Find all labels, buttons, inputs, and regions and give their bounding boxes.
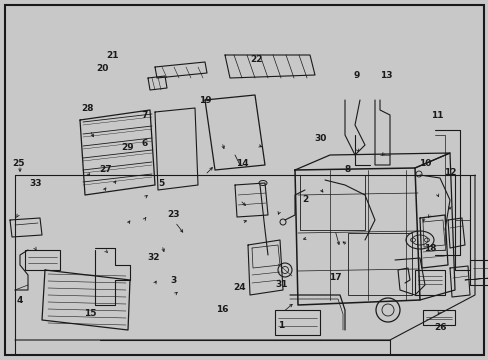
Text: 11: 11 [430, 111, 443, 120]
Bar [414, 270, 444, 295]
Text: 28: 28 [81, 104, 93, 112]
Bar [274, 310, 319, 335]
Text: 3: 3 [170, 276, 176, 285]
Text: 23: 23 [167, 210, 180, 219]
Text: 18: 18 [423, 244, 436, 253]
Text: 8: 8 [344, 165, 349, 174]
Text: 32: 32 [147, 253, 160, 262]
Text: 4: 4 [16, 296, 23, 305]
Text: 2: 2 [302, 195, 308, 204]
Text: 5: 5 [158, 179, 164, 188]
Text: 21: 21 [106, 51, 119, 60]
Text: 13: 13 [379, 71, 392, 80]
Text: 16: 16 [216, 305, 228, 314]
Text: 1: 1 [278, 321, 284, 330]
Text: 24: 24 [233, 284, 245, 292]
Text: 20: 20 [96, 64, 109, 73]
Bar [25, 250, 60, 270]
Text: 7: 7 [141, 111, 147, 120]
Bar [422, 310, 454, 325]
Bar [347, 233, 411, 295]
Text: 25: 25 [12, 159, 25, 168]
Text: 19: 19 [199, 96, 211, 105]
Text: 27: 27 [99, 165, 111, 174]
Text: 10: 10 [418, 159, 431, 168]
Text: 31: 31 [274, 280, 287, 289]
Bar [469, 260, 488, 285]
Text: 15: 15 [84, 309, 97, 318]
Text: 22: 22 [250, 55, 263, 64]
Text: 29: 29 [121, 143, 133, 152]
Text: 30: 30 [313, 134, 326, 143]
Text: 12: 12 [443, 168, 455, 177]
Text: 26: 26 [433, 323, 446, 332]
Text: 6: 6 [141, 139, 147, 148]
Bar [299, 175, 364, 230]
Text: 14: 14 [235, 159, 248, 168]
Text: 9: 9 [353, 71, 360, 80]
Text: 33: 33 [29, 179, 41, 188]
Text: 17: 17 [328, 273, 341, 282]
